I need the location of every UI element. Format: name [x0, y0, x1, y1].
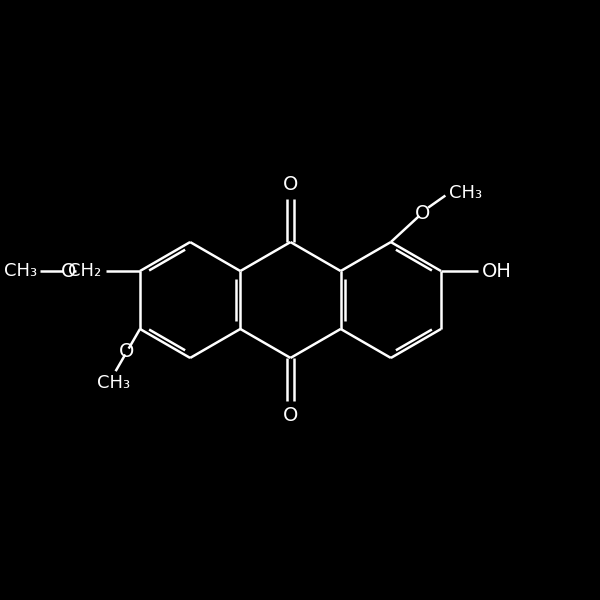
- Text: CH₃: CH₃: [449, 184, 482, 202]
- Text: O: O: [283, 175, 298, 194]
- Text: OH: OH: [482, 262, 511, 281]
- Text: O: O: [61, 262, 76, 281]
- Text: O: O: [415, 203, 430, 223]
- Text: CH₃: CH₃: [97, 374, 130, 392]
- Text: O: O: [283, 406, 298, 425]
- Text: CH₂: CH₂: [68, 262, 101, 280]
- Text: O: O: [119, 342, 134, 361]
- Text: CH₃: CH₃: [4, 262, 37, 280]
